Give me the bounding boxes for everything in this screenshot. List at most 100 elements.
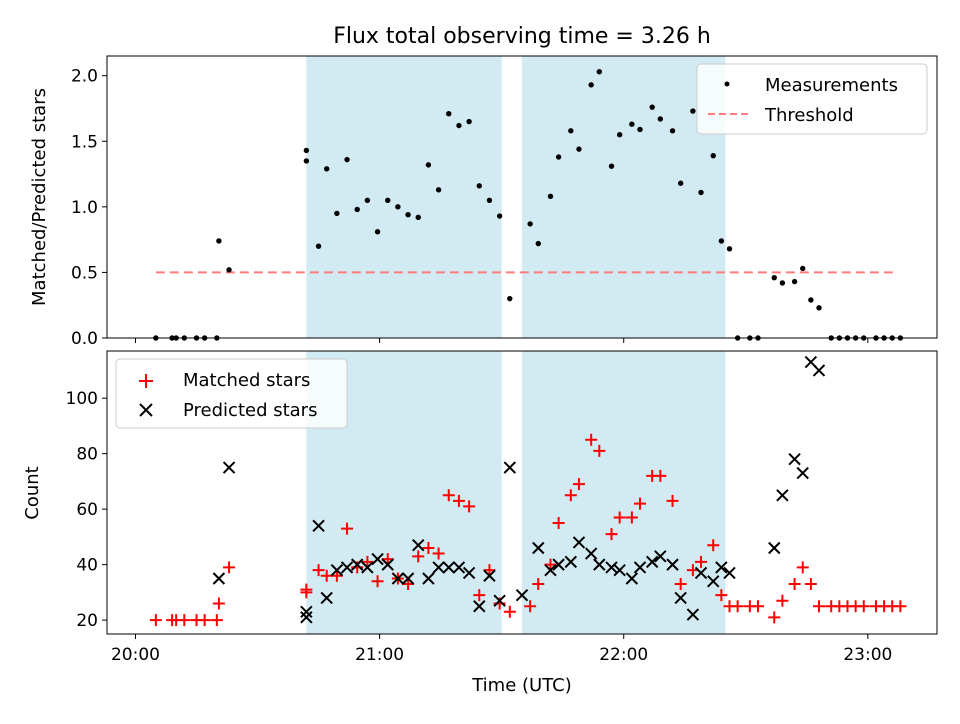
predicted-star-point (564, 555, 578, 569)
measurement-point (535, 240, 541, 247)
matched-star-point (674, 578, 687, 591)
matched-star-point (751, 600, 764, 613)
matched-star-point (564, 489, 577, 502)
matched-star-point (483, 564, 496, 577)
predicted-star-point (552, 558, 565, 571)
measurement-point (374, 229, 381, 235)
matched-star-point (371, 575, 384, 588)
ratio-observing-span (522, 56, 726, 338)
legend-predicted-label: Predicted stars (183, 400, 317, 421)
measurement-point (527, 221, 533, 227)
matched-star-point (442, 489, 455, 502)
predicted-star-point (593, 558, 606, 571)
ratio-y-tick-label: 1.5 (71, 132, 98, 152)
matched-star-point (532, 578, 545, 591)
matched-star-point (593, 444, 606, 457)
matched-star-point (857, 600, 870, 613)
matched-star-point (473, 589, 486, 602)
measurement-point (435, 187, 442, 193)
measurement-point (226, 267, 232, 273)
matched-star-point (707, 539, 720, 552)
matched-star-point (768, 611, 781, 624)
count-y-axis-label: Count (22, 466, 43, 519)
predicted-star-point (371, 552, 384, 566)
predicted-star-point (723, 566, 736, 580)
matched-star-point (312, 564, 325, 577)
predicted-star-point (625, 572, 639, 585)
matched-star-point (654, 469, 667, 482)
predicted-star-point (212, 572, 226, 585)
measurement-point (324, 166, 330, 172)
measurement-point (669, 128, 676, 134)
measurement-point (698, 189, 704, 196)
legend-matched-marker (139, 374, 153, 388)
matched-star-point (463, 500, 476, 513)
matched-star-point (432, 547, 445, 560)
predicted-star-point (312, 519, 325, 533)
predicted-star-point (515, 588, 529, 602)
matched-star-point (605, 528, 618, 541)
predicted-star-point (788, 452, 801, 466)
predicted-star-point (381, 558, 394, 571)
measurement-point (344, 156, 350, 163)
matched-star-point (422, 541, 435, 554)
measurement-point (726, 246, 733, 252)
measurement-point (690, 108, 696, 114)
matched-star-point (402, 578, 415, 591)
predicted-star-point (694, 566, 708, 580)
predicted-star-point (222, 461, 236, 474)
predicted-star-point (320, 591, 333, 605)
legend-predicted-marker (139, 403, 153, 417)
x-axis-label: Time (UTC) (471, 675, 572, 696)
matched-star-point (320, 569, 333, 582)
matched-star-point (695, 555, 708, 568)
matched-star-point (731, 600, 744, 613)
x-tick-label: 23:00 (843, 645, 892, 665)
matched-star-point (804, 578, 817, 591)
matched-star-point (300, 586, 313, 599)
matched-star-point (813, 600, 826, 613)
predicted-star-point (422, 572, 435, 585)
matched-star-point (666, 494, 679, 507)
predicted-star-point (462, 566, 476, 580)
measurement-point (364, 197, 371, 203)
legend-measurements-marker (724, 81, 730, 87)
predicted-star-point (776, 489, 789, 502)
predicted-star-point (473, 600, 486, 613)
ratio-panel-frame (106, 55, 938, 339)
matched-star-point (503, 605, 516, 618)
predicted-star-point (442, 561, 455, 574)
measurement-point (405, 212, 411, 218)
measurement-point (555, 154, 562, 160)
measurement-point (385, 197, 391, 203)
x-tick-label: 20:00 (111, 645, 160, 665)
measurement-point (791, 278, 798, 285)
count-legend-box (115, 358, 348, 429)
predicted-star-point (613, 563, 626, 577)
matched-star-point (894, 600, 907, 613)
matched-star-point (381, 553, 394, 566)
measurement-point (596, 69, 603, 75)
measurement-point (486, 197, 493, 203)
matched-star-point (633, 497, 646, 510)
predicted-star-point (645, 555, 659, 569)
measurement-point (456, 122, 462, 129)
measurement-point (425, 162, 432, 168)
matched-star-point (572, 478, 585, 491)
matched-star-point (585, 433, 598, 446)
ratio-y-tick-label: 2.0 (71, 67, 98, 87)
predicted-star-point (452, 561, 466, 574)
count-y-tick-label: 100 (66, 389, 98, 409)
matched-star-point (212, 597, 225, 610)
predicted-star-point (686, 608, 700, 621)
measurement-point (771, 274, 777, 281)
ratio-y-axis-label: Matched/Predicted stars (29, 88, 50, 306)
ratio-legend: Measurements Threshold (696, 63, 928, 135)
measurement-point (637, 126, 643, 133)
ratio-y-tick-label: 0.0 (71, 329, 98, 349)
measurement-point (657, 116, 664, 122)
predicted-star-point (391, 572, 405, 585)
matched-star-point (412, 550, 425, 563)
ratio-y-tick-label: 1.0 (71, 198, 98, 218)
